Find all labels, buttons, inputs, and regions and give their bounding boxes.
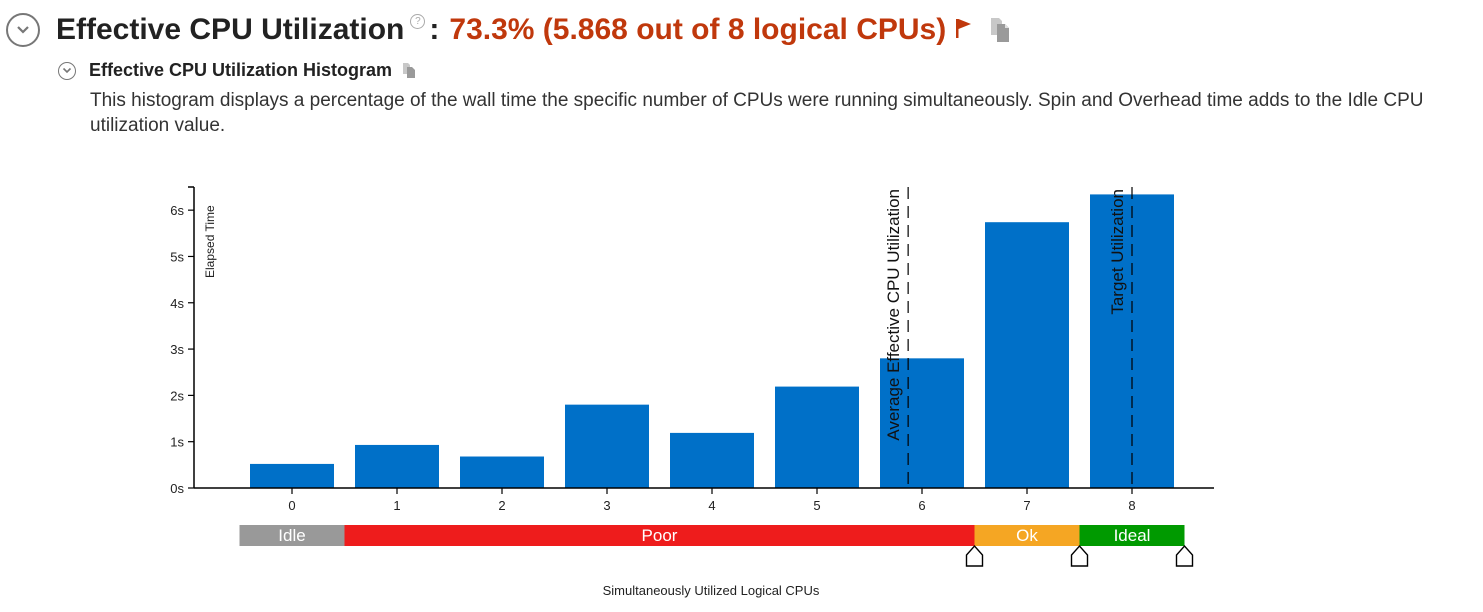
threshold-handle-icon[interactable] [1070,544,1089,567]
y-tick-label: 6s [170,203,184,218]
metric-title: Effective CPU Utilization [56,13,405,46]
histogram-bar[interactable] [565,404,649,488]
y-tick-label: 0s [170,481,184,496]
utilization-band [1079,525,1185,546]
utilization-band-label: Idle [278,526,305,545]
utilization-bands: Idle Poor Ok Ideal [239,525,1185,546]
threshold-handle-icon[interactable] [965,544,984,567]
utilization-band-label: Ideal [1114,526,1151,545]
utilization-band-label: Ok [1016,526,1038,545]
utilization-band [239,525,345,546]
collapse-toggle-icon[interactable] [6,13,40,47]
section-title: Effective CPU Utilization Histogram [89,60,393,80]
x-axis-label: Simultaneously Utilized Logical CPUs [603,583,820,598]
histogram-section-header: Effective CPU Utilization Histogram [58,60,416,81]
reference-line-label: Target Utilization [1108,189,1127,315]
threshold-handle-icon[interactable] [1175,544,1194,567]
metric-colon: : [429,13,440,46]
histogram-bar[interactable] [880,358,964,488]
flag-icon[interactable] [954,17,972,39]
x-tick-label: 5 [813,498,820,513]
x-axis: 0 1 2 3 4 5 6 7 8 [194,487,1214,513]
histogram-bar[interactable] [985,222,1069,488]
x-tick-label: 8 [1128,498,1135,513]
copy-icon[interactable] [990,17,1010,43]
x-tick-label: 1 [393,498,400,513]
x-tick-label: 3 [603,498,610,513]
x-tick-label: 4 [708,498,715,513]
metric-value: 73.3% (5.868 out of 8 logical CPUs) [449,13,947,46]
utilization-band [344,525,975,546]
section-description: This histogram displays a percentage of … [90,90,1424,136]
x-tick-label: 6 [918,498,925,513]
utilization-band-label: Poor [642,526,678,545]
histogram-bar[interactable] [670,432,754,488]
histogram-bar[interactable] [355,444,439,488]
metric-header: Effective CPU Utilization ? : 73.3% (5.8… [6,8,1010,52]
histogram-bar[interactable] [775,386,859,488]
y-axis: 0s 1s 2s 3s 4s 5s 6s [170,186,195,496]
utilization-band [974,525,1080,546]
x-tick-label: 2 [498,498,505,513]
section-copy-icon[interactable] [402,62,416,79]
y-tick-label: 1s [170,435,184,450]
y-axis-label: Elapsed Time [203,205,217,278]
reference-lines: Average Effective CPU Utilization Target … [884,187,1133,488]
y-tick-label: 2s [170,388,184,403]
threshold-markers [965,544,1194,567]
y-tick-label: 5s [170,249,184,264]
histogram-bar[interactable] [250,463,334,488]
histogram-bar[interactable] [460,456,544,488]
histogram-bars [250,194,1174,488]
x-tick-label: 7 [1023,498,1030,513]
reference-line-label: Average Effective CPU Utilization [884,189,903,441]
section-collapse-icon[interactable] [58,61,76,80]
x-tick-label: 0 [288,498,295,513]
y-tick-label: 3s [170,342,184,357]
help-icon[interactable]: ? [410,13,426,29]
y-tick-label: 4s [170,296,184,311]
